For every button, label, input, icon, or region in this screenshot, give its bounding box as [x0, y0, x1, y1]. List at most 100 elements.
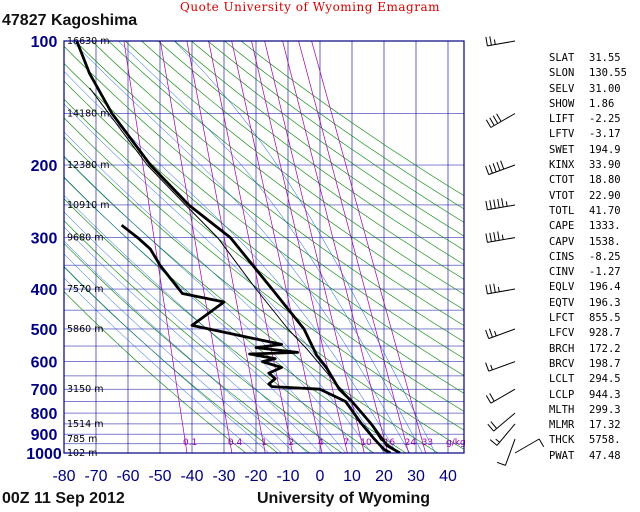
mixing-ratio-labels: 0.1 0.4 1 2 4 7 10 16 24 33 g/kg	[183, 438, 466, 448]
index-value: 196.3	[589, 296, 621, 309]
index-row-lfcv: LFCV 928.7	[549, 326, 639, 341]
index-row-ctot: CTOT 18.80	[549, 173, 639, 188]
moist-adiabat-line	[64, 194, 333, 453]
index-row-swet: SWET 194.9	[549, 143, 639, 158]
index-key: LCLT	[549, 373, 575, 386]
index-key: KINX	[549, 159, 575, 172]
wind-barb-flag	[485, 200, 488, 210]
index-key: THCK	[549, 434, 575, 447]
index-key: MLMR	[549, 419, 575, 432]
temperature-tick-label: -10	[276, 468, 299, 485]
index-row-brch: BRCH 172.2	[549, 342, 639, 357]
index-row-capv: CAPV 1538.	[549, 235, 639, 250]
index-row-eqlv: EQLV 196.4	[549, 280, 639, 295]
wind-barb-flag	[488, 328, 493, 338]
wind-barb-shaft	[493, 412, 516, 432]
moist-adiabat-line	[64, 70, 398, 453]
wind-barb-flag	[485, 165, 490, 175]
mixing-ratio-label: 33	[422, 438, 433, 448]
index-value: 944.3	[589, 388, 621, 401]
index-key: BRCV	[549, 357, 575, 370]
temperature-tick-label: -80	[52, 468, 75, 485]
index-value: 1333.	[589, 220, 621, 233]
index-value: 41.70	[589, 204, 621, 217]
wind-barb	[485, 160, 516, 176]
wind-barb-flag	[489, 200, 492, 210]
wind-barb-flag	[496, 113, 502, 122]
index-row-selv: SELV 31.00	[549, 82, 639, 97]
moist-adiabat-line	[64, 240, 295, 453]
index-value: 17.32	[589, 419, 621, 432]
mixing-ratio-line	[251, 41, 348, 453]
dry-adiabat-line	[64, 136, 464, 450]
moist-adiabat-line	[71, 41, 410, 453]
wind-barb-flag	[489, 117, 495, 126]
index-key: SWET	[549, 143, 575, 156]
height-label: 12380 m	[67, 160, 110, 171]
moist-adiabat-line	[64, 253, 282, 453]
index-key: EQTV	[549, 296, 575, 309]
mixing-ratio-line	[311, 41, 426, 453]
wind-barb-flag	[538, 438, 545, 448]
index-value: 928.7	[589, 327, 621, 340]
wind-barb-shaft	[490, 388, 516, 404]
index-row-cinv: CINV -1.27	[549, 265, 639, 280]
credit-label: University of Wyoming	[257, 490, 431, 507]
dry-adiabat-line	[141, 41, 464, 280]
index-value: 22.90	[589, 189, 621, 202]
temperature-tick-label: 40	[439, 468, 457, 485]
index-row-brcv: BRCV 198.7	[549, 357, 639, 372]
mixing-ratio-line	[123, 41, 188, 453]
index-row-lftv: LFTV -3.17	[549, 127, 639, 142]
mixing-ratio-label: 16	[384, 438, 396, 448]
wind-barb-flag	[496, 161, 501, 171]
wind-barb-flag	[490, 421, 497, 429]
wind-barbs	[485, 36, 545, 466]
sounding-traces	[75, 41, 401, 453]
station-label: 47827 Kagoshima	[2, 12, 137, 30]
wind-barb	[514, 438, 545, 454]
height-label: 9680 m	[67, 233, 103, 244]
dry-adiabat-line	[108, 41, 464, 311]
index-value: 18.80	[589, 174, 621, 187]
index-value: 172.2	[589, 342, 621, 355]
wind-barb-shaft	[488, 361, 516, 372]
height-label: 3150 m	[67, 384, 103, 395]
index-value: 47.48	[589, 449, 621, 462]
height-label: 1514 m	[67, 419, 103, 430]
wind-barb-flag	[489, 439, 498, 446]
wind-barb-half-flag	[501, 234, 504, 240]
index-value: -8.25	[589, 250, 621, 263]
index-row-thck: THCK 5758.	[549, 433, 639, 448]
index-value: 294.5	[589, 373, 621, 386]
dry-adiabat-line	[124, 41, 464, 295]
wind-barb-shaft	[490, 113, 516, 128]
dewpoint-trace	[120, 224, 392, 453]
index-key: LIFT	[549, 113, 575, 126]
dry-adiabat-line	[64, 45, 464, 359]
index-value: 194.9	[589, 143, 621, 156]
dry-adiabat-line	[64, 98, 464, 412]
wind-barb-flag	[485, 233, 488, 243]
index-key: CTOT	[549, 174, 575, 187]
wind-barb-flag	[497, 198, 500, 208]
pressure-tick-label: 100	[31, 34, 58, 51]
index-value: 31.00	[589, 82, 621, 95]
wind-barb-flag	[492, 115, 499, 124]
wind-barb-flag	[501, 198, 504, 208]
index-key: TOTL	[549, 204, 575, 217]
temperature-tick-label: 0	[316, 468, 325, 485]
mixing-ratio-label: 7	[343, 438, 349, 448]
index-key: VTOT	[549, 189, 575, 202]
index-row-pwat: PWAT 47.48	[549, 449, 639, 464]
index-row-lclp: LCLP 944.3	[549, 388, 639, 403]
index-key: SLON	[549, 67, 575, 80]
dry-adiabat-line	[157, 41, 464, 265]
index-key: SLAT	[549, 52, 575, 64]
pressure-tick-label: 900	[31, 427, 58, 444]
index-key: MLTH	[549, 403, 575, 416]
wind-barb	[485, 361, 516, 372]
index-row-slon: SLON 130.55	[549, 66, 639, 81]
wind-barb	[485, 231, 516, 243]
